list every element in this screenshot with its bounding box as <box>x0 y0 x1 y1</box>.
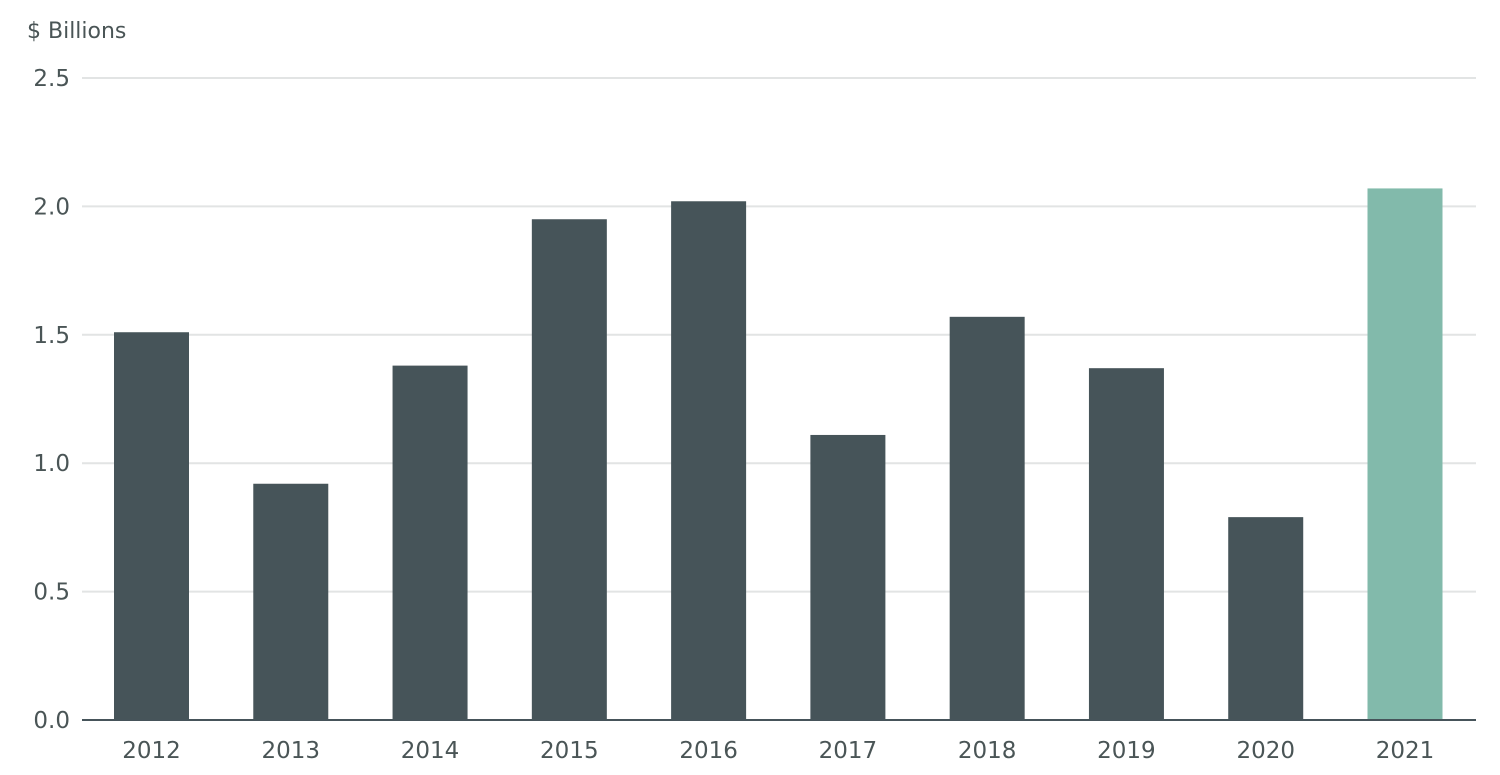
y-tick-label: 0.0 <box>33 708 70 734</box>
x-axis-tick-labels: 2012 2013 2014 2015 2016 2017 2018 2019 2020 2021 <box>122 738 1434 764</box>
bar-2013 <box>253 483 329 720</box>
x-tick-label-2020: 2020 <box>1236 738 1295 764</box>
x-tick-label-2013: 2013 <box>262 738 321 764</box>
y-tick-label: 2.0 <box>33 194 70 220</box>
y-tick-label: 2.5 <box>33 66 70 92</box>
bar-2021 <box>1367 188 1443 720</box>
x-tick-label-2012: 2012 <box>122 738 181 764</box>
bar-2016 <box>671 201 747 720</box>
y-axis-unit-label: $ Billions <box>27 19 126 44</box>
y-tick-label: 1.5 <box>33 323 70 349</box>
bar-2012 <box>114 332 189 720</box>
x-tick-label-2014: 2014 <box>401 738 460 764</box>
x-tick-label-2016: 2016 <box>679 738 738 764</box>
y-tick-label: 1.0 <box>33 451 70 477</box>
bar-2019 <box>1088 368 1164 720</box>
x-tick-label-2018: 2018 <box>958 738 1017 764</box>
bars <box>114 188 1443 721</box>
x-tick-label-2017: 2017 <box>819 738 878 764</box>
bar-2017 <box>810 434 886 720</box>
bar-2018 <box>949 316 1025 720</box>
bar-2020 <box>1228 517 1304 720</box>
bar-2015 <box>531 219 607 721</box>
bar-2014 <box>392 365 468 720</box>
x-tick-label-2015: 2015 <box>540 738 599 764</box>
x-tick-label-2019: 2019 <box>1097 738 1156 764</box>
y-tick-label: 0.5 <box>33 580 70 606</box>
x-tick-label-2021: 2021 <box>1376 738 1435 764</box>
y-axis-tick-labels: 0.0 0.5 1.0 1.5 2.0 2.5 <box>33 66 70 734</box>
